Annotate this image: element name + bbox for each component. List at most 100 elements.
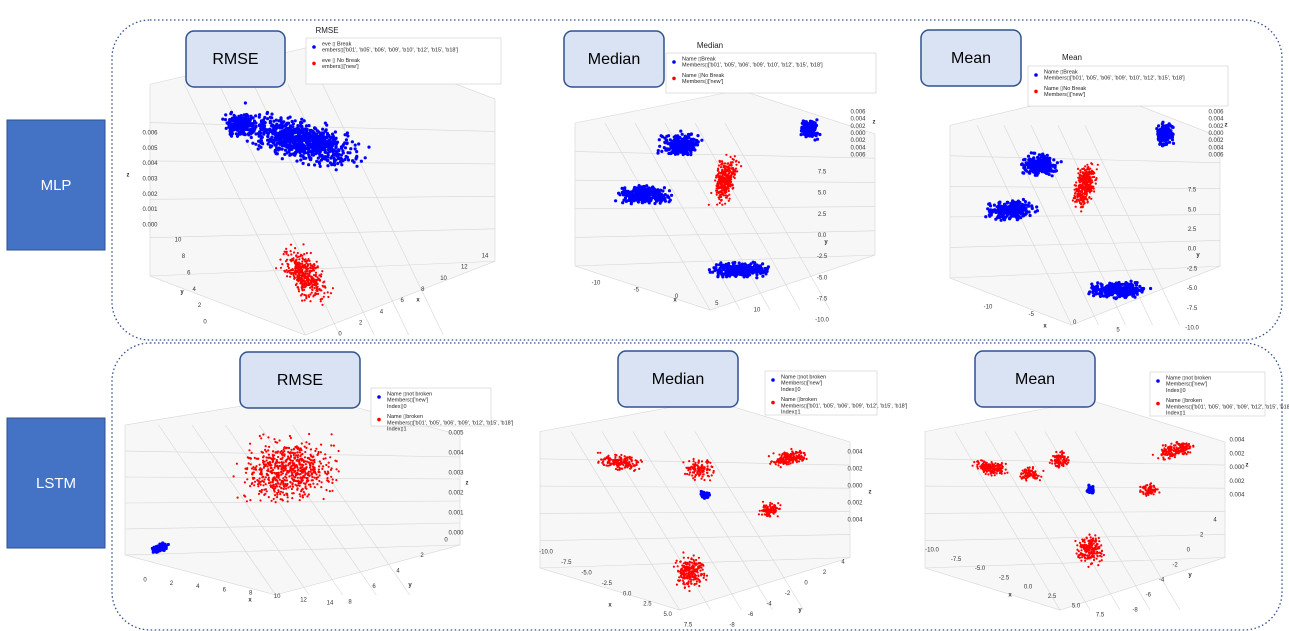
point	[234, 120, 238, 124]
point	[335, 468, 338, 471]
point	[734, 266, 739, 270]
point	[657, 138, 661, 142]
point	[740, 165, 743, 168]
point	[224, 113, 228, 117]
point	[807, 123, 812, 127]
point	[724, 194, 728, 197]
point	[1082, 167, 1085, 170]
point	[250, 451, 253, 454]
point	[1170, 124, 1174, 129]
point	[296, 476, 299, 479]
wire	[184, 84, 306, 336]
point	[289, 250, 292, 253]
axis-label: y	[180, 290, 184, 296]
point	[334, 149, 338, 153]
point	[284, 483, 287, 486]
point	[306, 495, 309, 498]
point	[1019, 210, 1023, 214]
point	[272, 119, 276, 123]
point	[727, 180, 730, 183]
point	[326, 291, 329, 294]
point	[336, 154, 340, 158]
point	[1105, 285, 1109, 289]
point	[1170, 136, 1174, 140]
point	[298, 484, 301, 487]
point	[1088, 172, 1091, 175]
point	[229, 112, 233, 116]
point	[291, 497, 294, 500]
point	[264, 488, 267, 491]
point	[289, 451, 292, 454]
point	[719, 186, 723, 189]
point	[270, 499, 273, 502]
point	[243, 133, 247, 137]
point	[294, 267, 297, 270]
point	[286, 275, 289, 278]
point	[667, 134, 671, 138]
point	[309, 251, 312, 255]
point	[1075, 187, 1078, 191]
point	[304, 463, 307, 466]
axis-tick-label: 0.000	[850, 131, 866, 137]
point	[286, 492, 289, 495]
point	[224, 126, 228, 130]
point	[1156, 133, 1160, 137]
point	[329, 135, 333, 139]
point	[733, 155, 736, 158]
point	[253, 476, 256, 480]
point	[286, 496, 289, 499]
point	[276, 464, 279, 467]
point	[1014, 207, 1019, 211]
legend-marker	[672, 60, 676, 64]
point	[689, 153, 693, 157]
point	[285, 487, 288, 490]
point	[301, 270, 304, 273]
point	[286, 262, 289, 265]
point	[1095, 287, 1099, 291]
point	[244, 125, 249, 129]
point	[324, 145, 328, 149]
point	[314, 271, 318, 274]
point	[230, 132, 234, 136]
point	[1045, 164, 1049, 168]
point	[307, 483, 311, 486]
point	[1105, 294, 1109, 298]
point	[656, 149, 660, 153]
point	[349, 147, 353, 151]
point	[622, 189, 626, 193]
point	[233, 117, 237, 121]
point	[720, 160, 724, 163]
point	[318, 164, 322, 168]
point	[624, 199, 628, 203]
point	[330, 444, 333, 447]
axis-tick-label: -5.0	[817, 275, 828, 281]
point	[337, 449, 340, 453]
point	[732, 175, 735, 178]
point	[266, 135, 270, 139]
point	[755, 276, 759, 280]
point	[1024, 161, 1028, 165]
point	[266, 117, 270, 121]
point	[293, 462, 296, 465]
point	[700, 138, 704, 142]
point	[1030, 206, 1034, 211]
point	[290, 147, 294, 151]
axis-tick-label: -5	[1029, 312, 1035, 318]
legend-text: embers▯['new']	[322, 64, 359, 70]
point	[271, 131, 275, 135]
point	[330, 475, 333, 478]
point	[291, 474, 294, 477]
point	[289, 243, 293, 246]
point	[249, 463, 252, 466]
point	[321, 297, 324, 300]
point	[319, 462, 323, 465]
point	[1048, 161, 1052, 165]
point	[1089, 181, 1093, 185]
point	[297, 261, 300, 264]
point	[655, 196, 659, 200]
point	[354, 156, 358, 160]
point	[248, 118, 252, 122]
point	[1029, 151, 1033, 155]
point	[1080, 202, 1083, 205]
point	[815, 137, 820, 141]
